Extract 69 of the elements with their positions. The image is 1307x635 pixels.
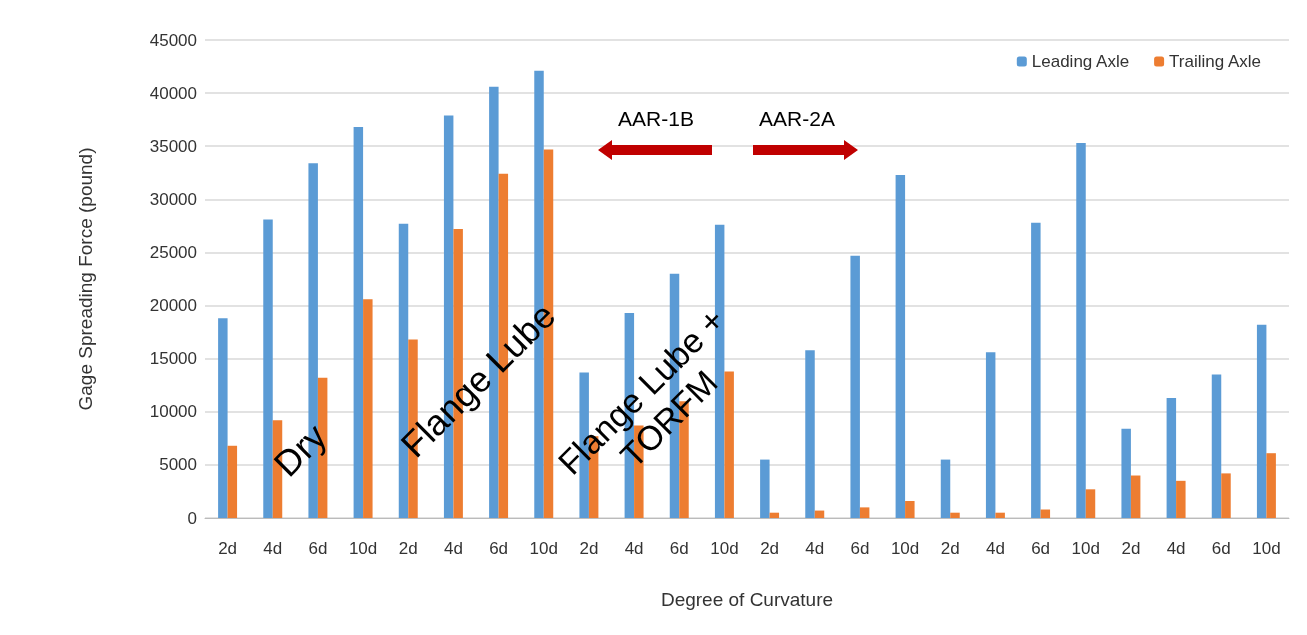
legend-label: Leading Axle xyxy=(1031,52,1130,71)
bar xyxy=(985,352,996,518)
bar xyxy=(950,512,960,518)
y-tick-label: 15000 xyxy=(149,349,197,369)
bar xyxy=(1211,374,1222,518)
y-tick-label: 25000 xyxy=(149,242,197,262)
y-tick-label: 0 xyxy=(187,508,197,528)
x-tick-label: 2d xyxy=(218,539,238,558)
x-tick-label: 4d xyxy=(443,539,463,558)
x-tick-label: 2d xyxy=(398,539,418,558)
bar xyxy=(724,371,734,518)
bar xyxy=(353,127,364,518)
bar xyxy=(805,350,815,518)
x-tick-label: 4d xyxy=(985,539,1005,558)
y-tick-label: 20000 xyxy=(149,296,197,316)
bar xyxy=(905,501,915,518)
bar xyxy=(363,299,373,518)
x-tick-label: 6d xyxy=(1211,539,1231,558)
bar xyxy=(1031,222,1041,518)
bar xyxy=(1085,489,1096,518)
bar xyxy=(760,459,770,518)
bar xyxy=(1166,397,1177,518)
x-tick-label: 4d xyxy=(1166,539,1186,558)
bar xyxy=(1221,473,1231,518)
bar xyxy=(1256,324,1267,518)
x-tick-label: 10d xyxy=(1252,539,1281,558)
y-tick-label: 10000 xyxy=(149,402,197,422)
y-tick-label: 40000 xyxy=(149,83,197,103)
bar xyxy=(1176,480,1186,518)
y-tick-label: 5000 xyxy=(159,455,197,475)
bar xyxy=(1130,475,1141,518)
y-tick-label: 30000 xyxy=(149,189,197,209)
x-tick-label: 4d xyxy=(805,539,825,558)
x-tick-label: 6d xyxy=(850,539,870,558)
x-axis-title: Degree of Curvature xyxy=(660,589,834,610)
x-tick-label: 2d xyxy=(760,539,780,558)
bar xyxy=(995,512,1005,518)
annotation: Dry xyxy=(265,415,335,485)
x-tick-label: 10d xyxy=(710,539,739,558)
x-tick-label: 10d xyxy=(890,539,920,558)
x-tick-label: 6d xyxy=(489,539,509,558)
x-tick-label: 2d xyxy=(940,539,960,558)
bar xyxy=(1121,428,1131,518)
x-tick-label: 2d xyxy=(579,539,599,558)
y-axis-title: Gage Spreading Force (pound) xyxy=(75,147,96,411)
x-tick-label: 6d xyxy=(669,539,689,558)
bar xyxy=(769,512,780,518)
x-tick-label: 6d xyxy=(1031,539,1051,558)
bar xyxy=(940,459,951,518)
bar xyxy=(218,318,228,518)
bar xyxy=(895,174,906,518)
bar xyxy=(859,507,870,518)
bar xyxy=(263,219,273,518)
x-tick-label: 4d xyxy=(263,539,283,558)
y-tick-label: 35000 xyxy=(149,136,197,156)
y-tick-label: 45000 xyxy=(149,30,197,50)
x-tick-label: 6d xyxy=(308,539,328,558)
annotation: AAR-1B xyxy=(618,106,694,130)
x-tick-label: 4d xyxy=(624,539,644,558)
bar xyxy=(1076,143,1086,518)
bar xyxy=(850,255,860,518)
annotation: AAR-2A xyxy=(759,106,835,130)
x-tick-label: 10d xyxy=(529,539,558,558)
bar xyxy=(1266,453,1276,518)
legend-label: Trailing Axle xyxy=(1169,52,1262,71)
x-tick-label: 10d xyxy=(1071,539,1100,558)
x-tick-label: 10d xyxy=(348,539,378,558)
x-tick-label: 2d xyxy=(1121,539,1141,558)
bar xyxy=(227,445,238,518)
